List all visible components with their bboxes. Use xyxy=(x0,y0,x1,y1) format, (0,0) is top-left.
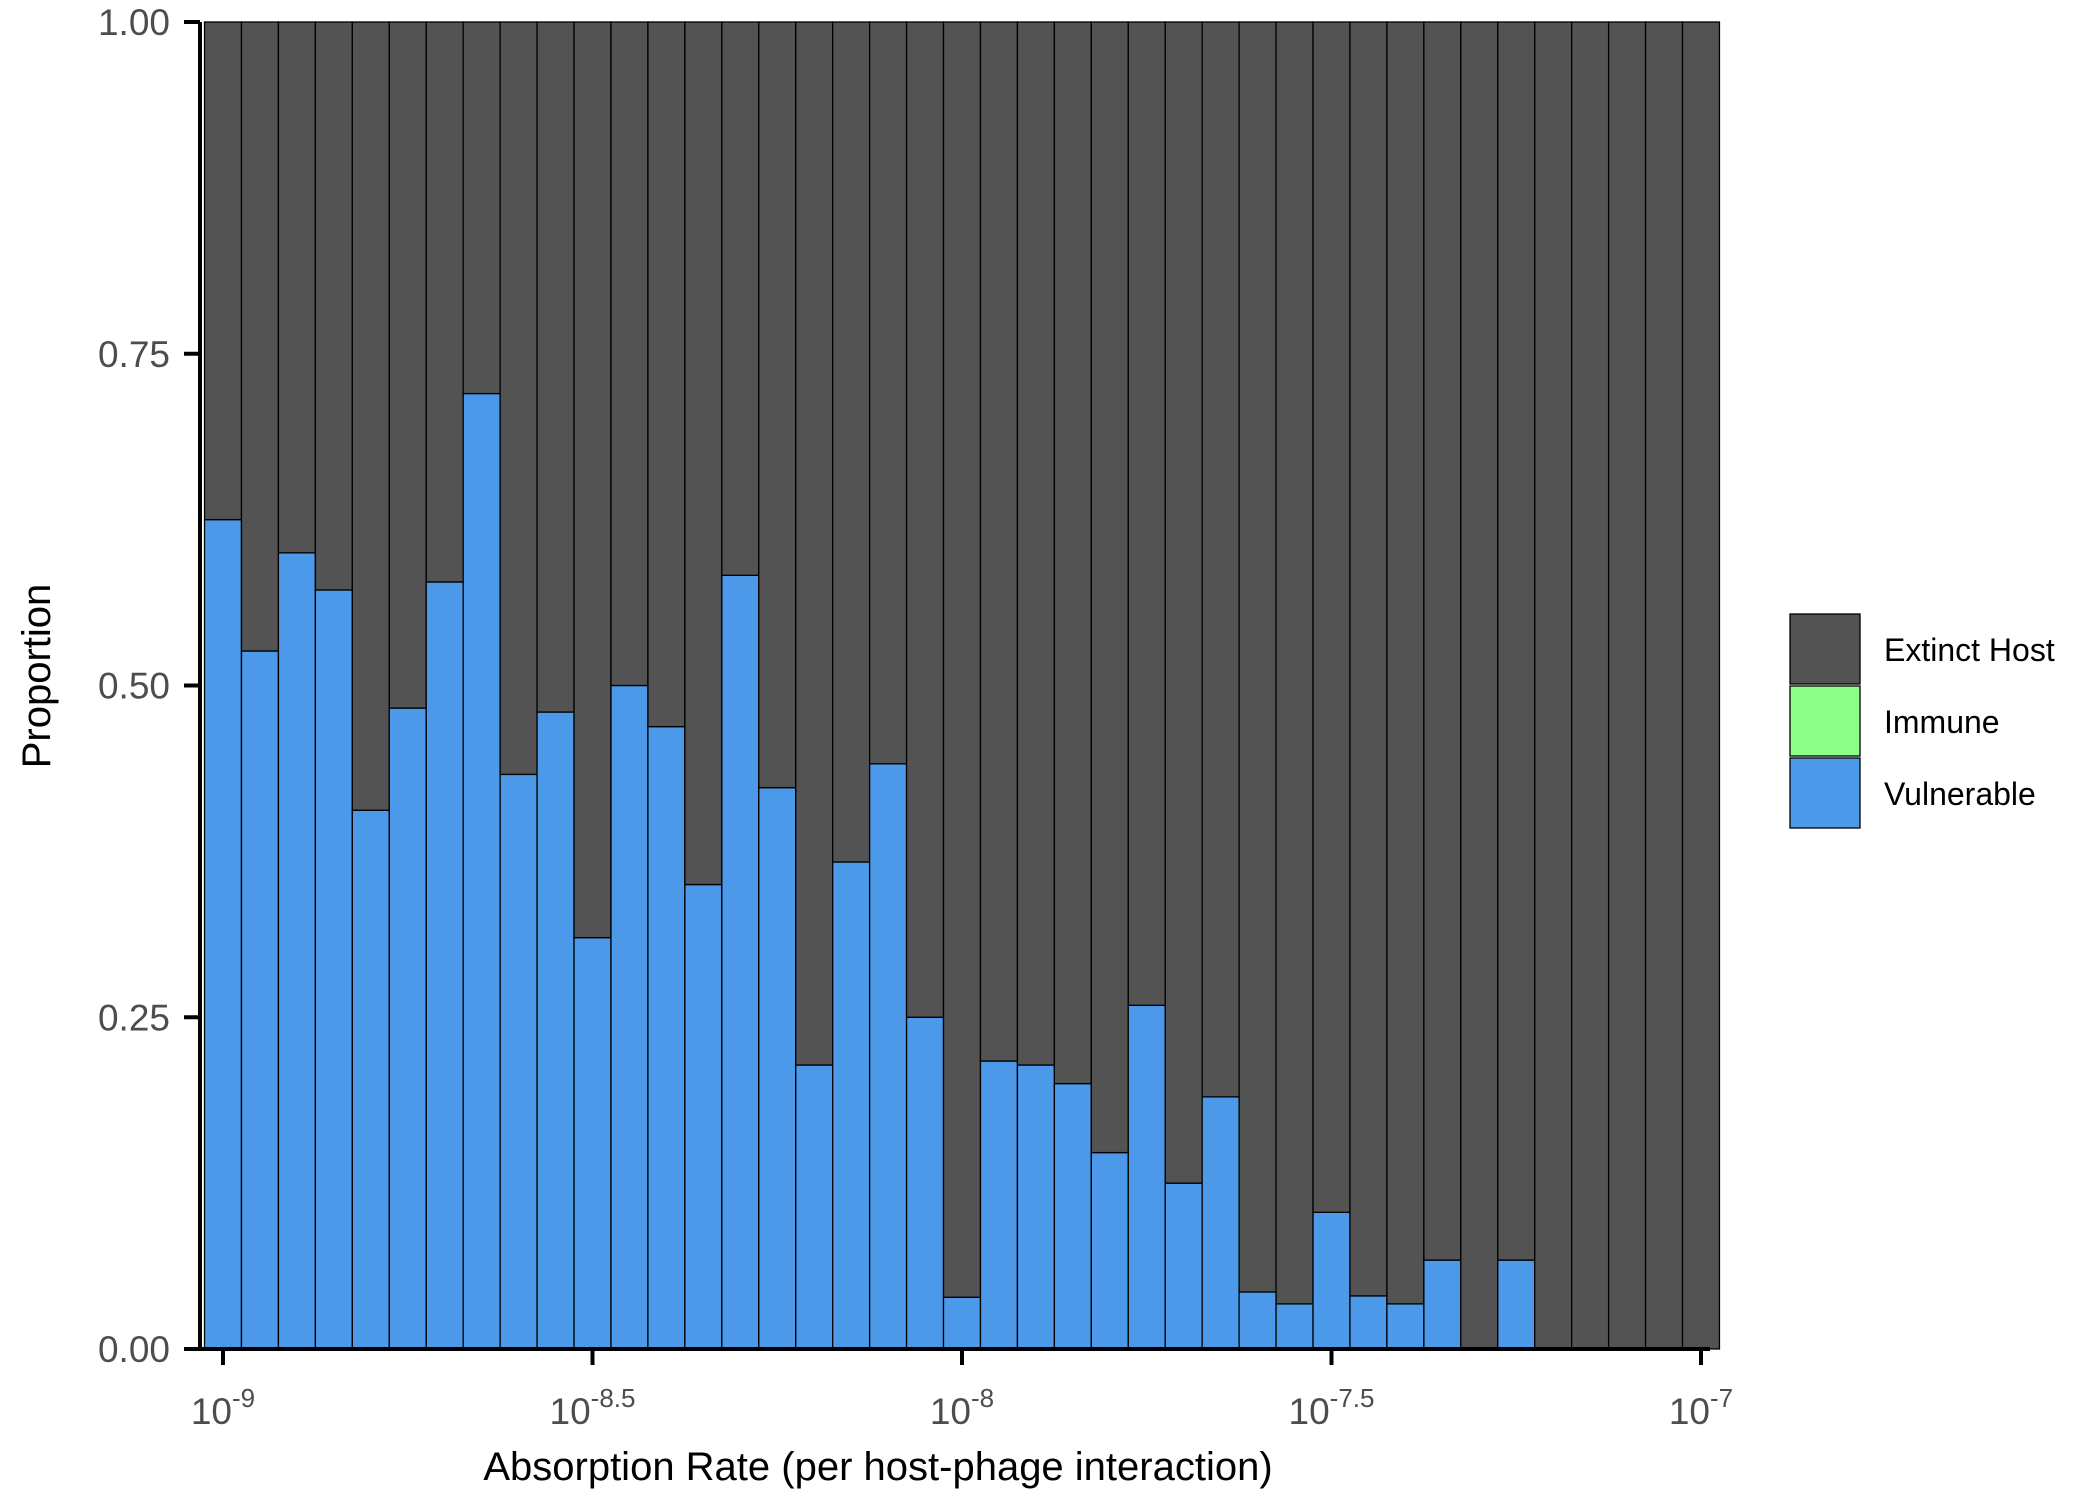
x-tick-label: 10-9 xyxy=(191,1383,255,1432)
x-tick-label: 10-7 xyxy=(1669,1383,1733,1432)
legend-key-immune xyxy=(1789,685,1861,757)
bar-extinct-host xyxy=(942,21,982,1298)
bar-vulnerable xyxy=(942,1296,982,1350)
bar-vulnerable xyxy=(1164,1182,1203,1350)
bar-extinct-host xyxy=(721,21,760,577)
bar-extinct-host xyxy=(868,21,908,765)
bar-vulnerable xyxy=(1386,1303,1425,1350)
y-tick-label: 0.25 xyxy=(98,997,170,1038)
bar-vulnerable xyxy=(240,650,280,1350)
x-tick-label: 10-7.5 xyxy=(1289,1383,1375,1432)
bar-vulnerable xyxy=(203,518,243,1350)
bar-extinct-host xyxy=(277,21,317,554)
bar-extinct-host xyxy=(1275,21,1314,1305)
bar-vulnerable xyxy=(1016,1064,1056,1350)
bar-vulnerable xyxy=(1201,1096,1240,1350)
bar-vulnerable xyxy=(832,861,871,1350)
bar-extinct-host xyxy=(1534,21,1573,1350)
bar-vulnerable xyxy=(1090,1151,1129,1350)
bar-vulnerable xyxy=(758,787,797,1350)
bar-extinct-host xyxy=(351,21,390,811)
bar-vulnerable xyxy=(536,711,575,1350)
bar-vulnerable xyxy=(1423,1259,1462,1350)
bar-vulnerable xyxy=(795,1064,834,1350)
bar-extinct-host xyxy=(388,21,427,709)
bar-vulnerable xyxy=(1349,1295,1388,1350)
bar-vulnerable xyxy=(610,684,649,1350)
bar-extinct-host xyxy=(1201,21,1240,1098)
bar-vulnerable xyxy=(351,809,390,1350)
bar-extinct-host xyxy=(684,21,723,886)
bar-vulnerable xyxy=(1275,1303,1314,1350)
bar-vulnerable xyxy=(1312,1211,1351,1350)
x-tick-label: 10-8.5 xyxy=(550,1383,636,1432)
y-tick-label: 0.75 xyxy=(98,334,170,375)
bar-extinct-host xyxy=(240,21,280,652)
bar-extinct-host xyxy=(610,21,649,687)
legend: Extinct Host Immune Vulnerable xyxy=(1789,613,2055,829)
bar-vulnerable xyxy=(573,936,612,1350)
bar-vulnerable xyxy=(647,725,686,1350)
bar-extinct-host xyxy=(462,21,501,395)
bar-vulnerable xyxy=(1053,1082,1092,1350)
bar-extinct-host xyxy=(905,21,945,1018)
bar-extinct-host xyxy=(1607,21,1647,1350)
legend-label: Immune xyxy=(1884,704,2000,740)
legend-label: Extinct Host xyxy=(1884,632,2055,668)
legend-key-extinct-host xyxy=(1789,613,1861,685)
bar-extinct-host xyxy=(647,21,686,728)
bar-extinct-host xyxy=(573,21,612,939)
bar-extinct-host xyxy=(314,21,353,591)
bar-extinct-host xyxy=(425,21,464,583)
bar-extinct-host xyxy=(758,21,797,789)
bar-extinct-host xyxy=(1312,21,1351,1213)
bar-extinct-host xyxy=(1386,21,1425,1305)
bar-extinct-host xyxy=(1238,21,1277,1293)
legend-label: Vulnerable xyxy=(1884,776,2036,812)
bar-extinct-host xyxy=(1164,21,1203,1184)
bar-vulnerable xyxy=(499,773,538,1350)
bar-extinct-host xyxy=(1016,21,1056,1066)
bar-vulnerable xyxy=(277,552,317,1350)
bar-extinct-host xyxy=(1460,21,1499,1350)
y-tick-label: 1.00 xyxy=(98,2,170,43)
bar-vulnerable xyxy=(979,1060,1019,1350)
y-axis-title: Proportion xyxy=(15,584,59,769)
bar-vulnerable xyxy=(1127,1004,1166,1350)
bar-extinct-host xyxy=(1644,21,1684,1350)
bar-extinct-host xyxy=(795,21,834,1066)
bar-vulnerable xyxy=(314,589,353,1350)
bar-extinct-host xyxy=(1497,21,1536,1261)
bar-vulnerable xyxy=(1497,1259,1536,1350)
bar-extinct-host xyxy=(1053,21,1092,1085)
legend-key-vulnerable xyxy=(1789,757,1861,829)
bar-extinct-host xyxy=(1127,21,1166,1006)
bar-vulnerable xyxy=(868,763,908,1350)
y-axis-ticks: 0.00 0.25 0.50 0.75 1.00 xyxy=(98,2,200,1370)
bar-extinct-host xyxy=(1090,21,1129,1154)
bar-extinct-host xyxy=(979,21,1019,1062)
bar-extinct-host xyxy=(1349,21,1388,1297)
bar-extinct-host xyxy=(832,21,871,863)
bar-vulnerable xyxy=(1238,1291,1277,1350)
x-axis-ticks: 10-9 10-8.5 10-8 10-7.5 10-7 xyxy=(191,1349,1733,1432)
bar-vulnerable xyxy=(905,1016,945,1350)
bar-vulnerable xyxy=(388,707,427,1350)
bar-extinct-host xyxy=(499,21,538,776)
y-tick-label: 0.50 xyxy=(98,666,170,707)
x-tick-label: 10-8 xyxy=(930,1383,994,1432)
x-axis-title: Absorption Rate (per host-phage interact… xyxy=(483,1445,1272,1489)
bar-vulnerable xyxy=(425,581,464,1350)
bar-extinct-host xyxy=(1571,21,1610,1350)
bar-extinct-host xyxy=(536,21,575,713)
bar-vulnerable xyxy=(684,883,723,1350)
bar-vulnerable xyxy=(721,574,760,1350)
y-tick-label: 0.00 xyxy=(98,1329,170,1370)
bar-extinct-host xyxy=(1681,21,1721,1350)
bar-extinct-host xyxy=(203,21,243,521)
bar-vulnerable xyxy=(462,392,501,1350)
bar-extinct-host xyxy=(1423,21,1462,1261)
bars-layer xyxy=(203,21,1721,1350)
